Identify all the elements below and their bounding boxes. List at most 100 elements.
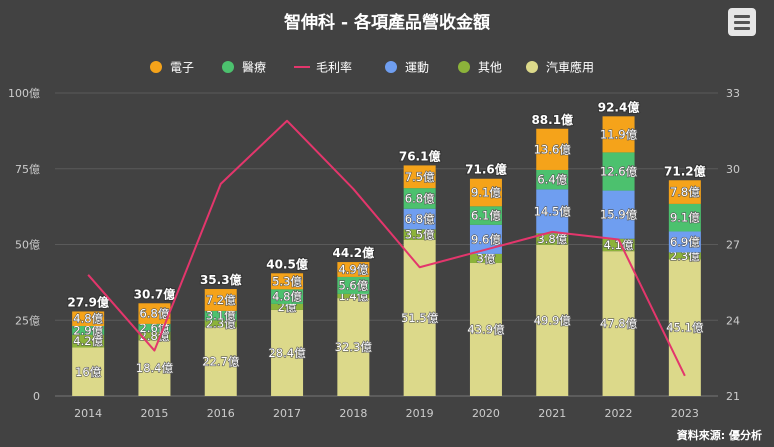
left-tick-1: 25億 [15,314,40,327]
bar-label-其他-2014: 4.2億 [73,334,103,348]
bar-label-汽車應用-2020: 43.9億 [467,322,505,336]
bar-醫療-2016 [204,310,237,321]
total-label-2023: 71.2億 [664,163,706,178]
bar-label-電子-2022: 11.9億 [600,127,638,141]
bar-label-醫療-2023: 9.1億 [670,211,700,225]
bar-電子-2021 [536,128,569,170]
bar-label-汽車應用-2018: 32.3億 [335,340,373,354]
left-tick-0: 0 [33,390,40,403]
total-label-2020: 71.6億 [465,162,507,177]
total-label-2014: 27.9億 [67,294,109,309]
legend-label-5: 汽車應用 [546,60,594,75]
bar-電子-2023 [668,180,701,204]
bar-label-汽車應用-2017: 28.4億 [268,346,306,360]
hamburger-menu-icon[interactable] [728,8,756,36]
bar-label-醫療-2017: 4.8億 [272,290,302,304]
bar-label-汽車應用-2019: 51.5億 [401,311,439,325]
bar-label-其他-2020: 3億 [477,251,496,265]
left-tick-2: 50億 [15,239,40,252]
bar-汽車應用-2021 [536,244,569,396]
total-label-2021: 88.1億 [531,112,573,127]
bar-label-汽車應用-2014: 16億 [75,365,102,379]
bar-label-運動-2021: 14.5億 [534,204,572,218]
x-tick-2022: 2022 [605,407,633,420]
right-tick-2: 27 [726,239,740,252]
x-tick-2018: 2018 [339,407,367,420]
chart-title: 智伸科 - 各項產品營收金額 [284,13,490,33]
bar-醫療-2022 [602,152,635,191]
bar-醫療-2023 [668,203,701,232]
right-tick-0: 21 [726,390,740,403]
bar-label-醫療-2014: 2.9億 [73,323,103,337]
bar-label-電子-2020: 9.1億 [471,186,501,200]
bar-運動-2021 [536,189,569,234]
legend-label-2: 毛利率 [316,60,352,75]
right-tick-3: 30 [726,163,740,176]
legend-label-3: 運動 [405,61,429,75]
source-note: 資料來源: 優分析 [676,429,762,442]
x-tick-2016: 2016 [207,407,235,420]
bar-label-電子-2018: 4.9億 [338,262,368,276]
bar-電子-2017 [271,273,304,290]
x-tick-2017: 2017 [273,407,301,420]
left-tick-3: 75億 [15,163,40,176]
bar-label-運動-2019: 6.8億 [405,212,435,226]
total-label-2022: 92.4億 [598,99,640,114]
bar-其他-2016 [204,320,237,328]
bar-label-電子-2014: 4.8億 [73,312,103,326]
bar-label-醫療-2020: 6.1億 [471,209,501,223]
left-tick-4: 100億 [8,87,40,100]
bar-label-醫療-2018: 5.6億 [338,278,368,292]
x-tick-2020: 2020 [472,407,500,420]
bar-其他-2019 [403,229,436,240]
bar-電子-2022 [602,116,635,153]
x-tick-2019: 2019 [406,407,434,420]
bar-label-其他-2022: 4.1億 [604,238,634,252]
legend-swatch-4 [458,61,470,73]
bar-醫療-2015 [138,323,171,332]
bar-label-其他-2019: 3.5億 [405,228,435,242]
bar-label-醫療-2021: 6.4億 [537,173,567,187]
bar-label-汽車應用-2022: 47.8億 [600,317,638,331]
bar-電子-2020 [469,178,502,207]
legend-label-4: 其他 [478,61,502,75]
bar-汽車應用-2020 [469,262,502,396]
bar-汽車應用-2017 [271,309,304,396]
bar-汽車應用-2022 [602,251,635,396]
bar-label-電子-2016: 7.2億 [206,293,236,307]
bar-label-汽車應用-2015: 18.4億 [136,361,174,375]
bar-其他-2022 [602,238,635,252]
total-label-2015: 30.7億 [134,286,176,301]
total-label-2019: 76.1億 [399,148,441,163]
line-毛利率 [87,119,686,377]
bar-其他-2014 [72,334,105,348]
total-label-2016: 35.3億 [200,272,242,287]
legend-swatch-1 [222,61,234,73]
bar-醫療-2018 [337,276,370,294]
bar-電子-2016 [204,289,237,311]
bar-醫療-2021 [536,169,569,190]
total-label-2018: 44.2億 [333,245,375,260]
x-tick-2014: 2014 [74,407,102,420]
bar-label-汽車應用-2016: 22.7億 [202,355,240,369]
bar-汽車應用-2018 [337,298,370,396]
right-tick-4: 33 [726,87,740,100]
bar-醫療-2019 [403,188,436,209]
bar-運動-2019 [403,208,436,230]
bar-其他-2017 [271,303,304,310]
legend-swatch-3 [385,61,397,73]
bar-其他-2018 [337,293,370,299]
bar-運動-2022 [602,190,635,239]
legend-label-1: 醫療 [242,61,266,75]
bar-label-醫療-2019: 6.8億 [405,191,435,205]
bar-label-電子-2015: 6.8億 [140,307,170,321]
right-tick-1: 24 [726,314,740,327]
bar-label-運動-2022: 15.9億 [600,208,638,222]
x-tick-2023: 2023 [671,407,699,420]
total-label-2017: 40.5億 [266,256,308,271]
bar-其他-2023 [668,252,701,260]
bar-label-汽車應用-2021: 49.9億 [534,313,572,327]
bar-其他-2020 [469,253,502,263]
bar-汽車應用-2016 [204,327,237,396]
